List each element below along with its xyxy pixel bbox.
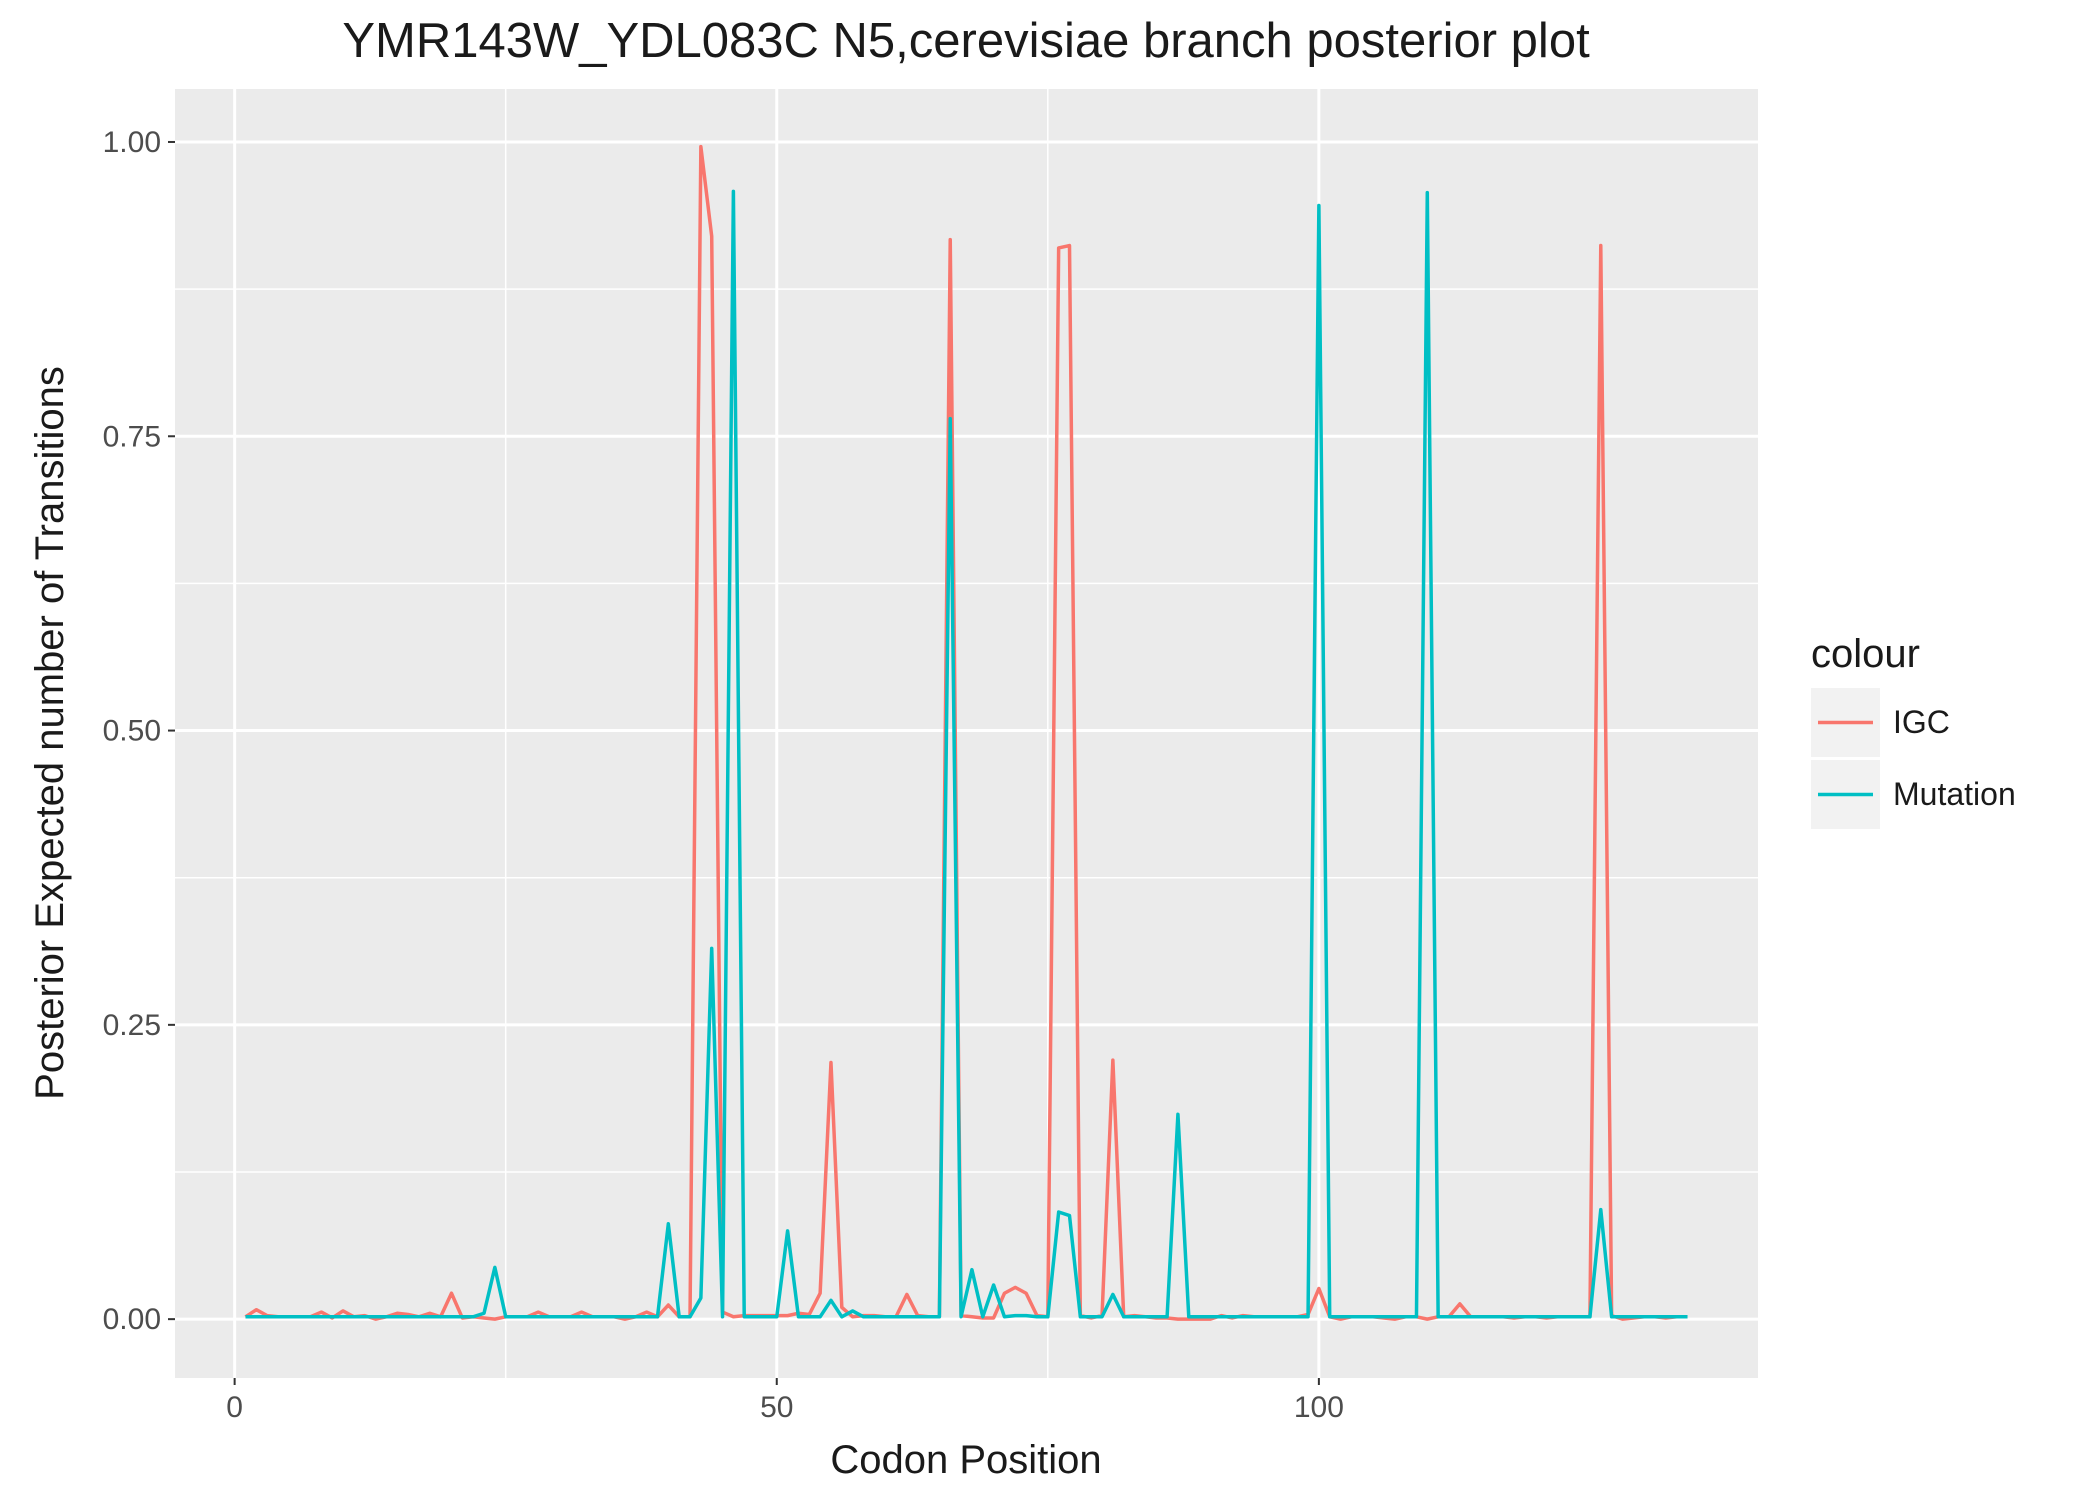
series-layer [244,144,1688,1321]
x-axis-label: Codon Position [830,1438,1101,1482]
legend-title: colour [1811,632,1920,676]
series-line-mutation [245,189,1688,1319]
y-tick-label: 0.50 [103,715,161,748]
y-axis-label: Posterior Expected number of Transitions [28,366,72,1100]
y-tick-label: 1.00 [103,126,161,159]
plot-panel [175,89,1758,1378]
x-tick-label: 0 [226,1391,243,1424]
legend-label-mutation: Mutation [1893,776,2016,812]
x-axis: 0 50 100 [226,1378,1344,1424]
legend-label-igc: IGC [1893,704,1950,740]
y-tick-label: 0.75 [103,420,161,453]
grid-major [175,89,1758,1378]
y-axis: 0.00 0.25 0.50 0.75 1.00 [103,126,175,1336]
legend: colour IGC Mutation [1811,632,2016,829]
chart-title: YMR143W_YDL083C N5,cerevisiae branch pos… [342,14,1590,68]
y-tick-label: 0.25 [103,1009,161,1042]
grid-minor [175,89,1758,1378]
x-tick-label: 50 [760,1391,793,1424]
x-tick-label: 100 [1294,1391,1344,1424]
y-tick-label: 0.00 [103,1303,161,1336]
